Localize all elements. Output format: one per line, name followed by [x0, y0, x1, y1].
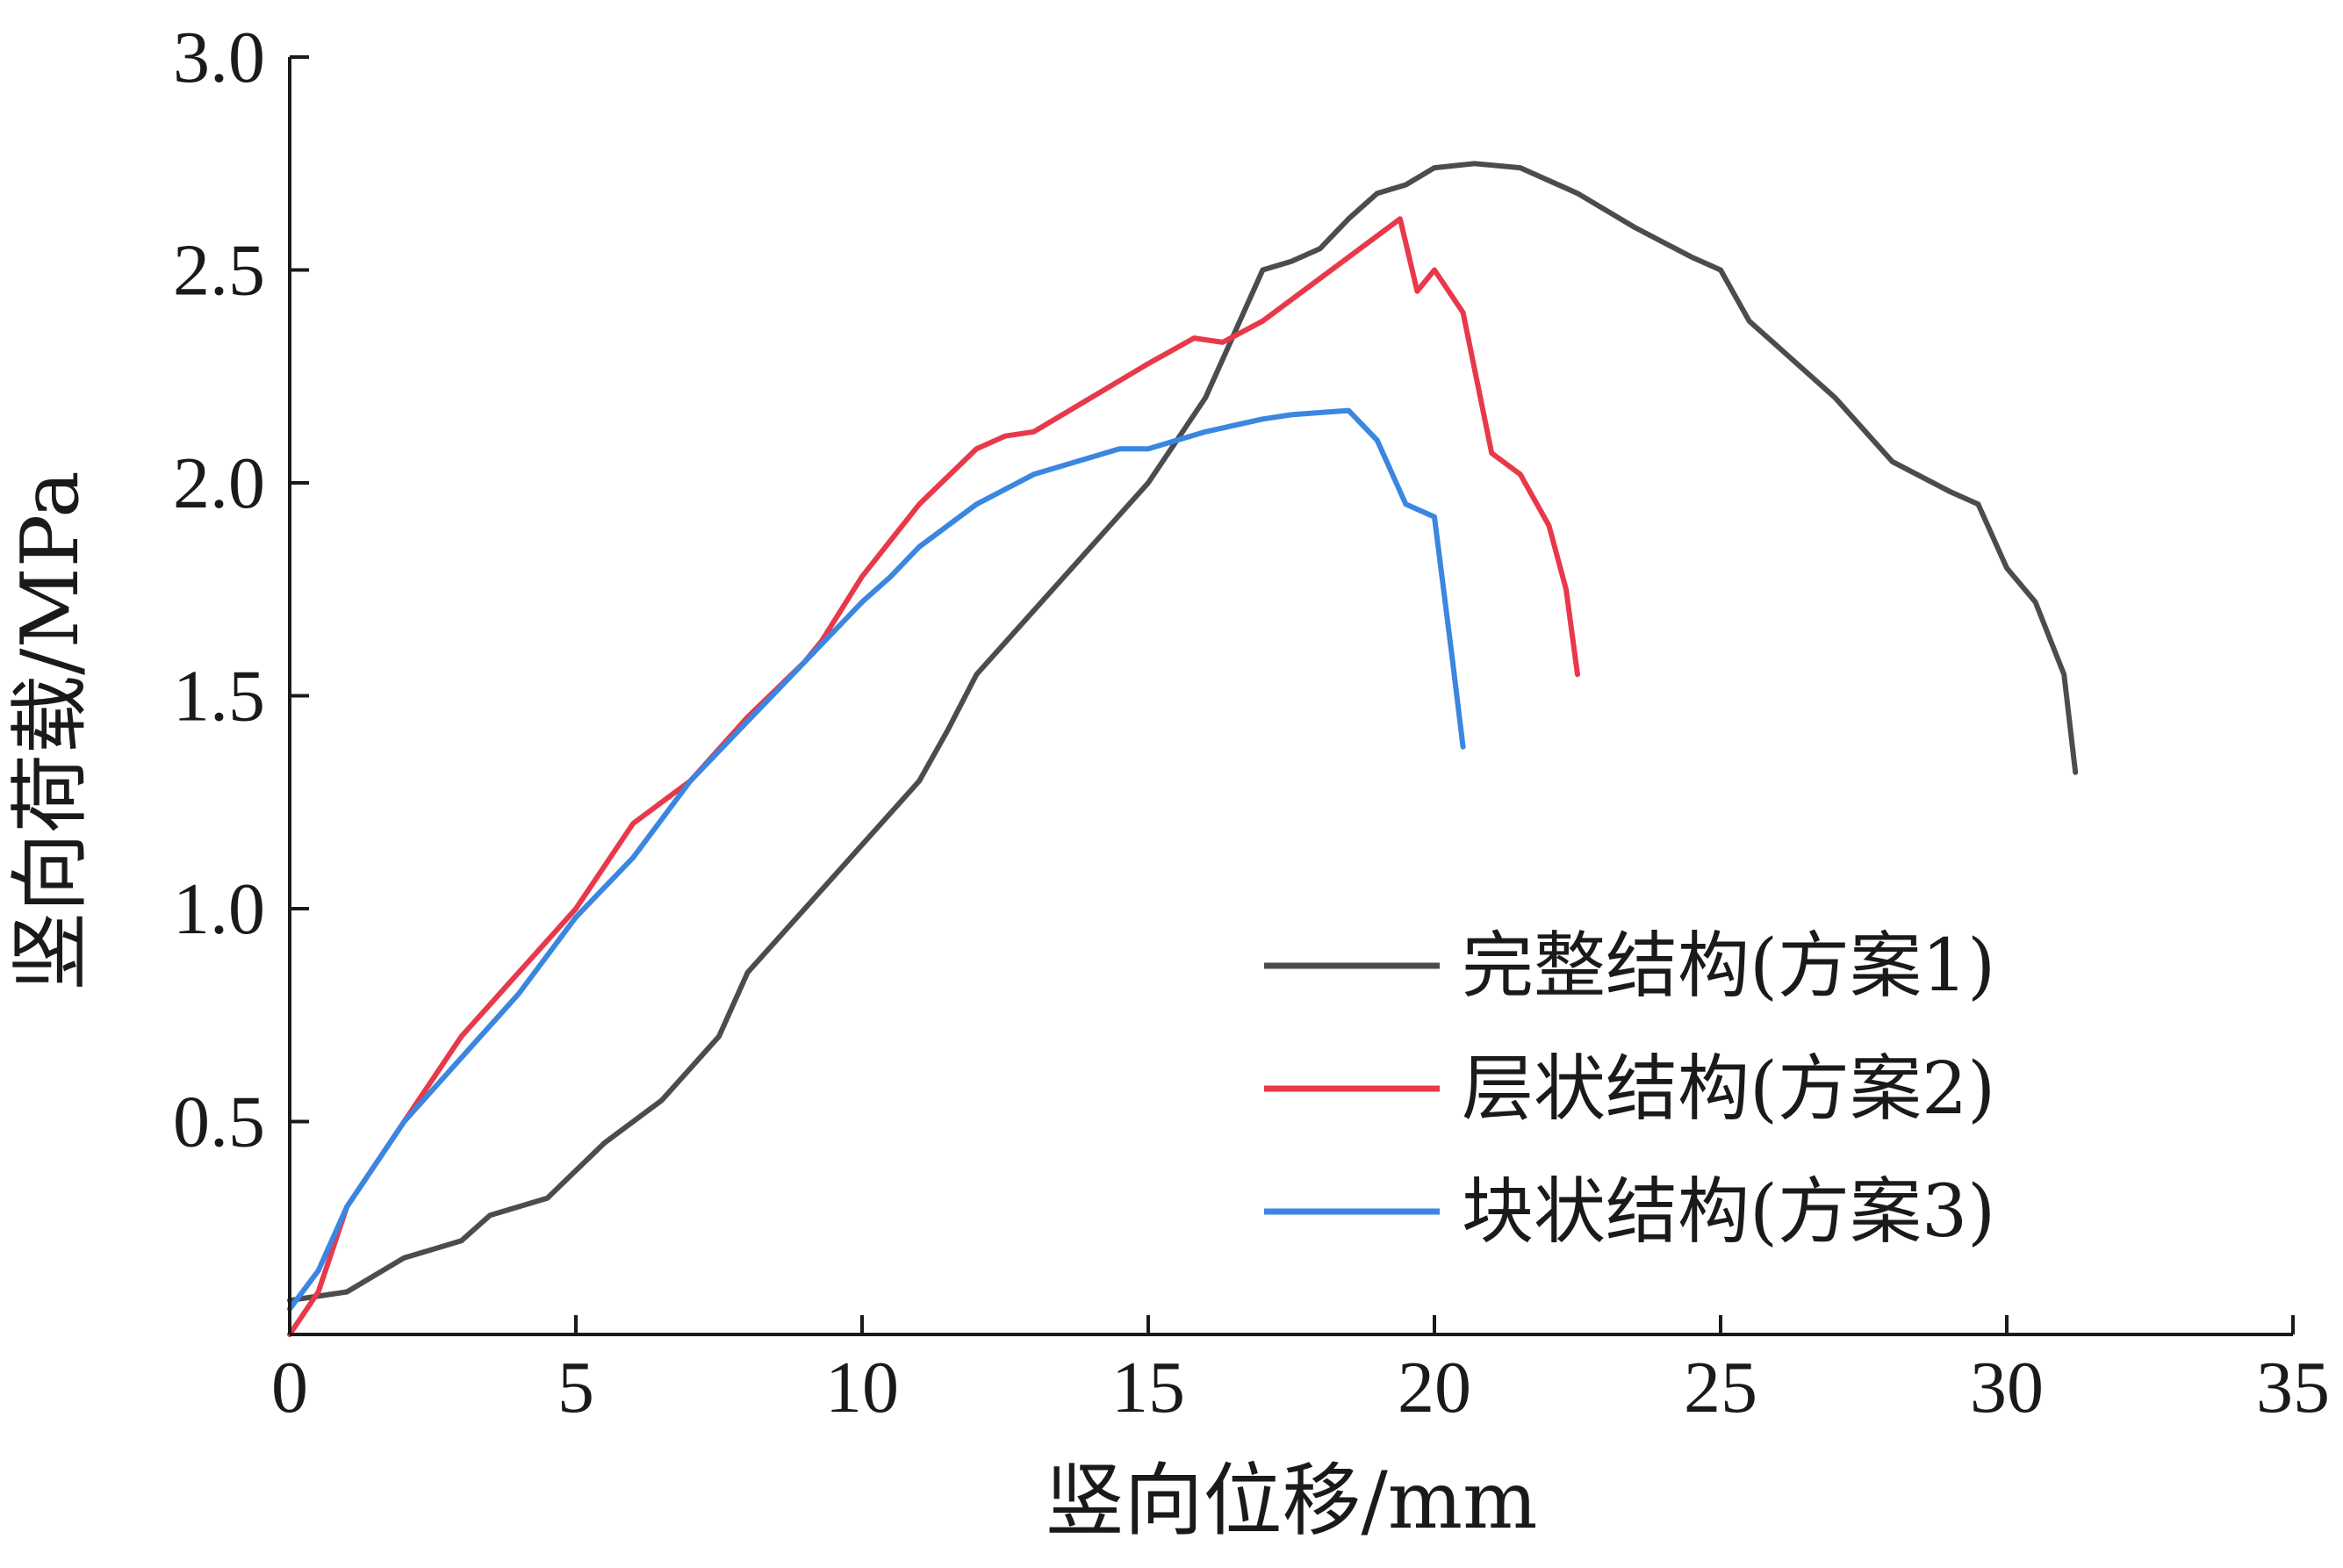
legend-label-1: 完整结构(方案1) [1462, 924, 1995, 1008]
y-axis-title: 竖向荷载/MPa [4, 471, 97, 991]
x-tick-label: 15 [1111, 1347, 1185, 1428]
series-line-2 [287, 216, 1580, 1337]
series-lines [287, 161, 2079, 1337]
x-tick-label: 5 [557, 1347, 594, 1428]
x-axis-title: 竖向位移/mm [1045, 1455, 1537, 1547]
y-tick-label: 2.5 [173, 230, 265, 312]
series-line-3 [287, 407, 1466, 1312]
y-tick-label: 3.0 [173, 17, 265, 98]
y-tick-label: 1.5 [173, 656, 265, 737]
x-tick-label: 25 [1684, 1347, 1757, 1428]
legend-label-2: 层状结构(方案2) [1462, 1047, 1995, 1131]
legend: 完整结构(方案1) 层状结构(方案2) 块状结构(方案3) [1264, 924, 1995, 1254]
axes [288, 55, 2295, 1336]
x-tick-label: 10 [825, 1347, 899, 1428]
series-line-1 [287, 161, 2079, 1304]
tick-labels: 0 5 10 15 20 25 30 35 0.5 1.0 1.5 2.0 2.5 3.0 [173, 17, 2330, 1428]
y-tick-label: 1.0 [173, 868, 265, 950]
x-tick-label: 20 [1398, 1347, 1471, 1428]
x-tick-label: 30 [1970, 1347, 2044, 1428]
y-tick-label: 0.5 [173, 1082, 265, 1163]
x-tick-label: 35 [2256, 1347, 2330, 1428]
legend-label-3: 块状结构(方案3) [1462, 1170, 1995, 1254]
x-tick-label: 0 [271, 1347, 308, 1428]
y-tick-label: 2.0 [173, 442, 265, 524]
